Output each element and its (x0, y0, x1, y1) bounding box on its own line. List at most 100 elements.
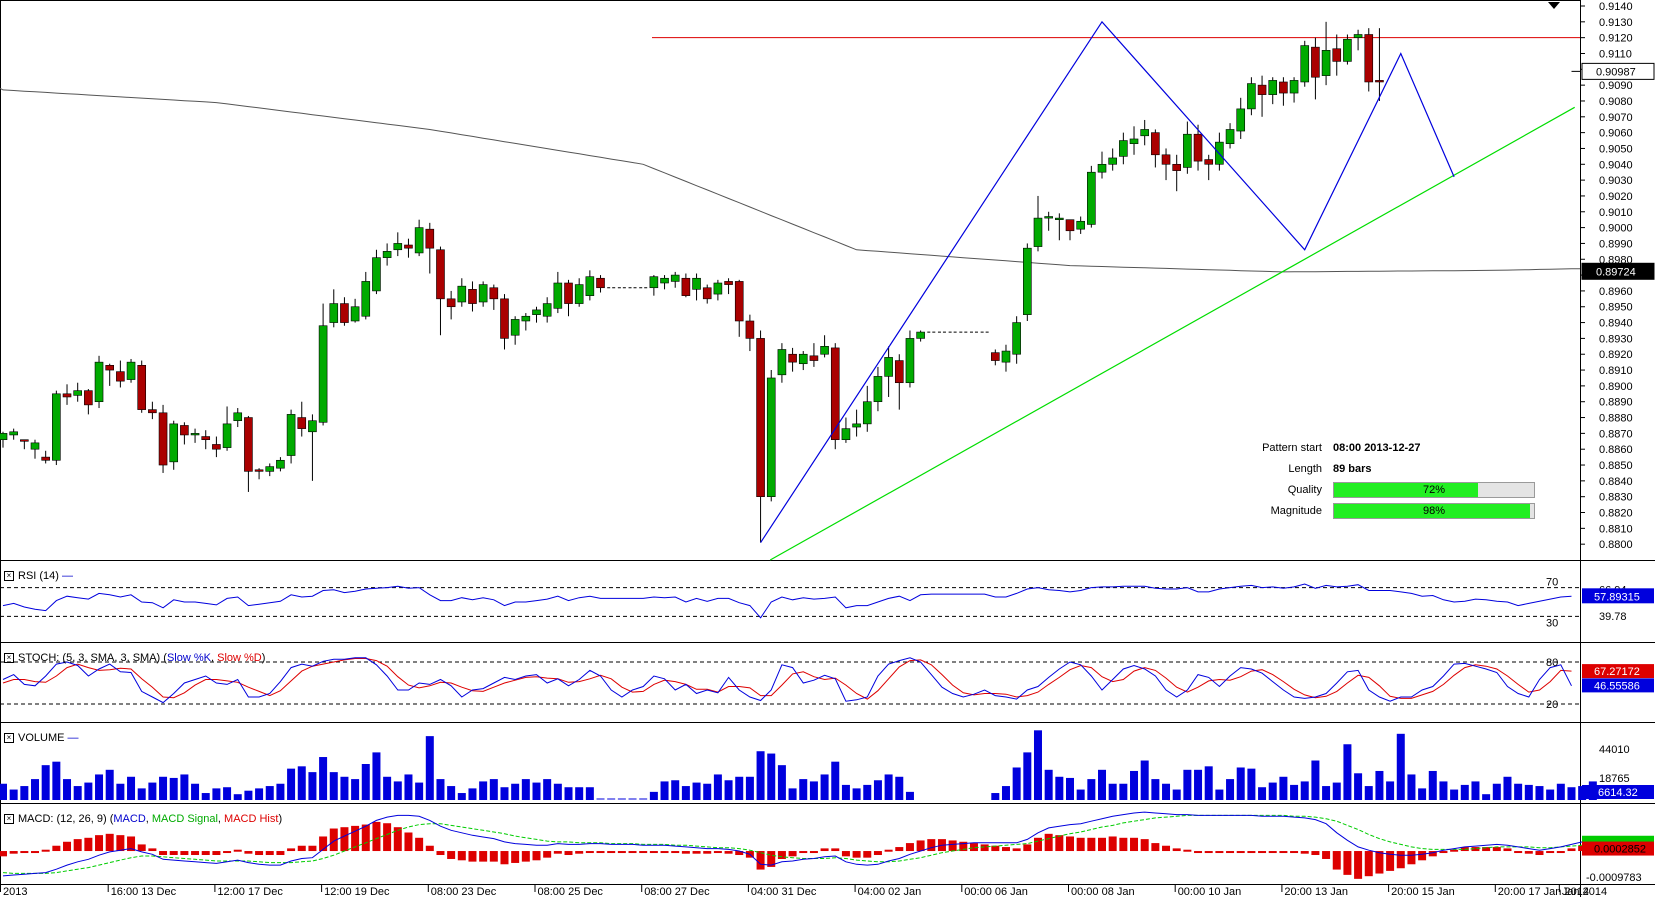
volume-bar (1130, 770, 1139, 800)
volume-bar (1364, 786, 1373, 800)
volume-bar (148, 782, 157, 800)
macd-hist-bar (660, 851, 669, 854)
macd-hist-bar (1098, 837, 1107, 852)
macd-hist-bar (980, 844, 989, 852)
macd-hist-bar (180, 851, 189, 856)
candle-bearish (137, 365, 147, 410)
candle-bullish (1321, 50, 1331, 76)
candle-bullish (52, 393, 61, 461)
volume-bar (1300, 781, 1309, 800)
rsi-tick-bottom: 39.78 (1599, 611, 1627, 623)
macd-close-icon[interactable]: × (4, 814, 14, 824)
volume-bar (1162, 783, 1171, 800)
macd-hist-bar (724, 851, 733, 854)
volume-bar (1194, 769, 1203, 800)
volume-bar (1386, 781, 1395, 800)
candle-bullish (1119, 140, 1128, 157)
time-tick-label: 00:00 06 Jan (964, 886, 1028, 897)
volume-bar (1471, 781, 1480, 800)
stoch-d-label: Slow %D (217, 652, 262, 664)
candle-bullish (94, 361, 104, 403)
volume-bar (447, 786, 456, 800)
volume-bar (703, 783, 712, 800)
candle-bullish (1140, 129, 1149, 137)
macd-hist-bar (532, 851, 541, 861)
candle-bearish (1364, 34, 1374, 83)
macd-hist-bar (777, 851, 786, 859)
time-tick-label: 08:00 25 Dec (538, 886, 604, 897)
macd-hist-bar (969, 843, 978, 852)
price-tick-label: 0.9110 (1599, 48, 1632, 60)
volume-bar (137, 788, 146, 800)
volume-bar (724, 780, 733, 800)
candle-bearish (244, 417, 253, 472)
volume-bar (212, 788, 221, 800)
volume-bar (511, 783, 520, 800)
volume-bar (1076, 789, 1085, 800)
macd-hist-bar (233, 849, 242, 852)
macd-hist-bar (1151, 843, 1160, 852)
candle-bearish (1332, 48, 1342, 62)
macd-line-label: MACD (113, 813, 146, 825)
macd-hist-bar (169, 851, 178, 856)
volume-bar (73, 786, 82, 800)
volume-bar (265, 786, 274, 800)
candle-bullish (660, 277, 669, 284)
price-tick-label: 0.8830 (1599, 492, 1633, 504)
candle-bullish (1225, 129, 1235, 145)
volume-bar (745, 776, 754, 800)
volume-bar (159, 776, 168, 800)
candle-bullish (820, 346, 829, 355)
candle-bullish (1300, 45, 1310, 83)
macd-hist-bar (543, 851, 552, 858)
price-tick-label: 0.8850 (1599, 460, 1633, 472)
volume-bar (308, 772, 317, 800)
pattern-start-value: 08:00 2013-12-27 (1333, 442, 1421, 454)
macd-hist-bar (1450, 849, 1459, 852)
candle-bullish (649, 276, 659, 289)
last-price-tag-label: 0.90987 (1596, 66, 1636, 78)
macd-hist-bar (1503, 848, 1512, 852)
stoch-level-high-label: 80 (1546, 657, 1558, 669)
volume-bar (1066, 777, 1074, 800)
price-tick-label: 0.8950 (1599, 302, 1633, 314)
macd-hist-bar (895, 847, 904, 852)
macd-hist-bar (1300, 851, 1309, 854)
volume-tick-mid: 18765 (1599, 773, 1630, 785)
candle-bearish (20, 439, 29, 442)
stoch-close-icon[interactable]: × (4, 653, 14, 663)
volume-close-icon[interactable]: × (4, 733, 14, 743)
macd-hist-bar (1012, 848, 1021, 852)
volume-bar (671, 780, 680, 800)
candle-bearish (1172, 163, 1181, 171)
macd-hist-bar (884, 849, 893, 852)
candle-bullish (190, 433, 200, 436)
volume-bar (319, 757, 328, 800)
rsi-close-icon[interactable]: × (4, 571, 14, 581)
volume-bar (351, 779, 360, 800)
candle-bullish (1076, 220, 1085, 230)
macd-hist-bar (1183, 849, 1192, 852)
volume-bar (468, 788, 477, 800)
volume-bar (105, 769, 114, 800)
candle-bearish (734, 281, 744, 322)
macd-hist-bar (479, 851, 488, 862)
volume-bar (1258, 787, 1267, 800)
rsi-legend-line-icon: — (62, 570, 74, 582)
rsi-line (2, 583, 1572, 619)
candle-bearish (1257, 84, 1267, 95)
macd-hist-bar (52, 845, 61, 852)
candle-bullish (585, 276, 595, 296)
candle-bearish (425, 228, 435, 249)
macd-hist-bar (1386, 851, 1395, 871)
macd-hist-bar (1226, 851, 1235, 854)
macd-hist-bar (1076, 837, 1085, 852)
pattern-length-label: Length (1288, 463, 1322, 475)
candle-bearish (41, 456, 50, 461)
rsi-level-high-label: 70 (1546, 577, 1558, 589)
volume-bar (1183, 769, 1192, 800)
candle-bearish (1161, 154, 1171, 165)
macd-hist-bar (553, 851, 562, 854)
volume-bar (1001, 786, 1010, 800)
